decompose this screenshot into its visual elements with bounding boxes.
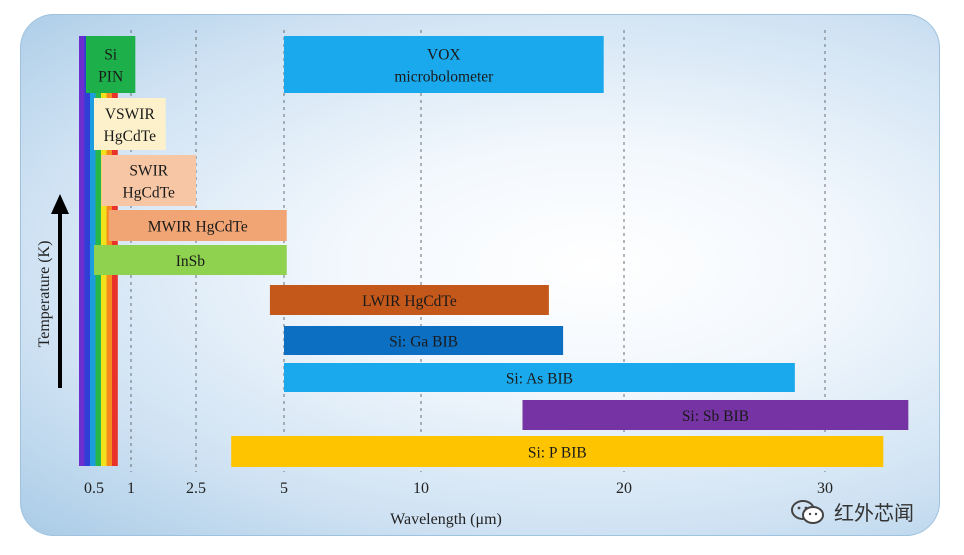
detector-label: microbolometer [394, 69, 494, 86]
detector-label: Si: Sb BIB [682, 408, 749, 425]
detector-label: VSWIR [105, 106, 156, 123]
detector-label: Si [104, 47, 118, 64]
watermark-text: 红外芯闻 [834, 501, 914, 525]
x-tick-label: 10 [413, 480, 429, 497]
x-tick-label: 1 [127, 480, 135, 497]
detector-label: PIN [98, 69, 123, 86]
wechat-icon [791, 499, 824, 524]
spectrum-stripe [90, 36, 96, 466]
x-axis-label: Wavelength (μm) [390, 511, 502, 528]
detector-bar [86, 36, 136, 93]
detector-label: InSb [176, 253, 206, 270]
x-tick-label: 0.5 [84, 480, 104, 497]
x-tick-label: 5 [280, 480, 288, 497]
detector-label: MWIR HgCdTe [148, 219, 248, 236]
y-axis-label: Temperature (K) [36, 241, 53, 348]
spectrum-stripe [79, 36, 85, 466]
detector-bar [284, 363, 795, 392]
arrow-head-icon [51, 194, 69, 214]
watermark: 红外芯闻 [790, 497, 914, 526]
detector-bar [231, 436, 884, 467]
detector-label: Si: Ga BIB [389, 334, 458, 351]
detector-label: SWIR [129, 163, 168, 180]
detector-bar [284, 36, 604, 93]
detector-label: HgCdTe [104, 128, 156, 145]
detector-label: VOX [427, 47, 461, 64]
detector-bar [101, 155, 196, 206]
detector-bar [522, 400, 909, 430]
detector-bar [94, 98, 166, 150]
spectrum-stripe [84, 36, 91, 466]
x-tick-label: 2.5 [186, 480, 206, 497]
detector-label: LWIR HgCdTe [362, 293, 457, 310]
detector-label: HgCdTe [123, 185, 175, 202]
detector-bar [108, 210, 287, 241]
detector-bar [284, 326, 564, 355]
x-tick-label: 30 [817, 480, 833, 497]
x-tick-label: 20 [616, 480, 632, 497]
detector-label: Si: P BIB [528, 445, 587, 462]
detector-bar [94, 245, 287, 275]
detector-bar [269, 285, 549, 315]
detector-label: Si: As BIB [506, 371, 573, 388]
